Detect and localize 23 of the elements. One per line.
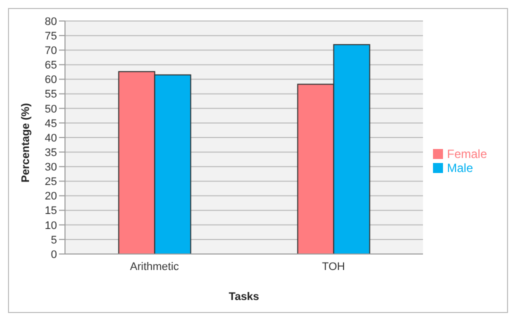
y-tick-label: 65 <box>44 60 57 72</box>
y-tick-label: 80 <box>44 16 57 28</box>
y-tick-label: 25 <box>44 176 57 188</box>
legend-label: Female <box>446 146 487 160</box>
y-tick-label: 0 <box>50 248 57 261</box>
y-tick-label: 10 <box>44 220 57 232</box>
y-tick-label: 5 <box>50 234 57 246</box>
y-tick-label: 50 <box>44 103 57 116</box>
y-tick-label: 15 <box>44 205 57 218</box>
x-tick-label: Arithmetic <box>130 260 180 273</box>
x-axis-title: Tasks <box>228 291 260 303</box>
y-tick-label: 40 <box>44 132 57 144</box>
x-tick-label: TOH <box>322 260 346 273</box>
y-tick-label: 55 <box>44 88 57 101</box>
y-axis-title: Percentage (%) <box>20 102 32 182</box>
y-tick-label: 60 <box>44 74 57 86</box>
y-tick-label: 45 <box>44 118 57 130</box>
y-tick-label: 35 <box>44 146 57 159</box>
y-tick-label: 70 <box>44 45 57 58</box>
y-tick-label: 75 <box>44 30 57 42</box>
y-tick-label: 30 <box>44 162 57 174</box>
y-tick-label: 20 <box>44 190 57 203</box>
legend-label: Male <box>446 160 473 174</box>
